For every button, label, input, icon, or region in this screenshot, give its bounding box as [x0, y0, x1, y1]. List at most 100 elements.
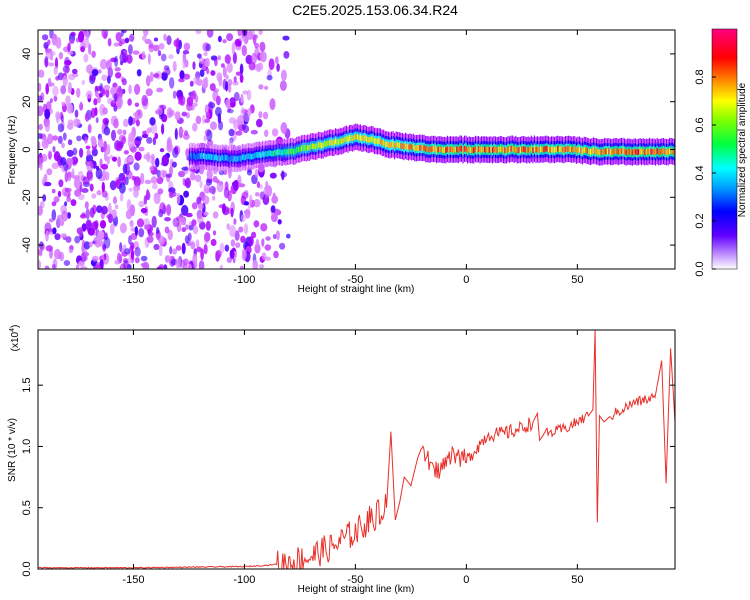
spectrogram-noise-cell — [258, 111, 263, 119]
snr-background — [38, 330, 675, 569]
spectrogram-noise-cell — [189, 80, 194, 87]
spectrogram-signal-cell — [513, 147, 515, 153]
spectrogram-noise-cell — [169, 77, 175, 89]
spectrogram-noise-cell — [260, 223, 268, 232]
spectrogram-noise-cell — [227, 78, 233, 86]
spectrogram-noise-cell — [94, 220, 99, 229]
spectrogram-noise-cell — [163, 264, 168, 269]
colorbar-tick-label: 0.8 — [694, 69, 706, 84]
spectrogram-noise-cell — [52, 227, 57, 235]
spectrogram-noise-cell — [103, 150, 108, 162]
snr-x-tick-label: -100 — [233, 574, 255, 586]
spectrogram-noise-cell — [256, 181, 260, 188]
spectrogram-noise-cell — [182, 133, 190, 140]
spectrogram-noise-cell — [255, 118, 263, 128]
spectrogram-signal-cell — [456, 146, 458, 153]
spectrogram-y-tick-label: 20 — [21, 96, 33, 108]
spectrogram-noise-cell — [261, 252, 267, 260]
spectrogram-noise-cell — [118, 134, 126, 142]
spectrogram-signal-cell — [530, 146, 532, 152]
spectrogram-noise-cell — [269, 98, 276, 111]
spectrogram-noise-cell — [120, 30, 124, 37]
spectrogram-signal-cell — [308, 144, 310, 151]
spectrogram-signal-cell — [261, 151, 264, 157]
spectrogram-signal-cell — [577, 146, 579, 153]
spectrogram-noise-cell — [133, 176, 141, 188]
spectrogram-noise-cell — [232, 81, 239, 86]
spectrogram-signal-cell — [265, 150, 267, 157]
spectrogram-noise-cell — [39, 163, 43, 171]
spectrogram-noise-cell — [143, 195, 148, 205]
spectrogram-noise-cell — [132, 50, 140, 55]
spectrogram-noise-cell — [38, 249, 43, 257]
spectrogram-noise-cell — [275, 56, 279, 65]
spectrogram-signal-cell — [532, 147, 534, 153]
spectrogram-noise-cell — [117, 156, 121, 168]
spectrogram-noise-cell — [155, 157, 160, 168]
spectrogram-noise-cell — [254, 222, 258, 228]
spectrogram-noise-cell — [203, 51, 208, 57]
spectrogram-noise-cell — [72, 175, 81, 180]
spectrogram-noise-cell — [49, 98, 53, 104]
spectrogram-noise-cell — [199, 180, 203, 189]
spectrogram-noise-cell — [240, 214, 246, 222]
spectrogram-signal-cell — [305, 145, 307, 152]
spectrogram-signal-cell — [672, 148, 674, 155]
snr-x-ticks: -150 -100 -50 0 50 — [122, 330, 583, 586]
spectrogram-signal-cell — [673, 149, 675, 155]
spectrogram-noise-cell — [225, 74, 229, 80]
spectrogram-signal-cell — [207, 153, 209, 160]
spectrogram-noise-cell — [51, 188, 56, 194]
spectrogram-noise-cell — [254, 168, 259, 178]
spectrogram-signal-cell — [339, 138, 341, 144]
spectrogram-noise-cell — [76, 87, 81, 98]
spectrogram-signal-cell — [349, 135, 351, 141]
spectrogram-signal-cell — [606, 148, 609, 155]
spectrogram-noise-cell — [219, 242, 225, 254]
spectrogram-noise-cell — [99, 158, 103, 169]
spectrogram-signal-cell — [498, 147, 500, 153]
spectrogram-noise-cell — [128, 84, 132, 95]
spectrogram-signal-cell — [592, 147, 595, 154]
spectrogram-signal-cell — [286, 148, 288, 155]
spectrogram-signal-cell — [362, 135, 365, 141]
spectrogram-signal-cell — [639, 148, 641, 154]
spectrogram-noise-cell — [62, 132, 67, 141]
spectrogram-noise-cell — [64, 60, 72, 66]
spectrogram-noise-cell — [88, 241, 93, 248]
spectrogram-noise-cell — [43, 173, 48, 182]
spectrogram-noise-cell — [239, 74, 244, 83]
spectrogram-noise-cell — [101, 181, 106, 193]
spectrogram-noise-cell — [199, 69, 205, 78]
spectrogram-signal-cell — [449, 146, 452, 152]
spectrogram-noise-cell — [269, 172, 277, 179]
spectrogram-noise-cell — [222, 206, 230, 216]
spectrogram-noise-cell — [181, 227, 187, 233]
spectrogram-noise-cell — [53, 95, 58, 102]
spectrogram-signal-cell — [408, 144, 410, 151]
spectrogram-noise-cell — [198, 57, 205, 64]
spectrogram-noise-cell — [235, 71, 242, 76]
spectrogram-signal-cell — [406, 144, 408, 150]
spectrogram-signal-cell — [446, 146, 448, 152]
spectrogram-noise-cell — [133, 188, 139, 198]
spectrogram-signal-cell — [467, 147, 469, 154]
spectrogram-noise-cell — [103, 140, 108, 153]
spectrogram-signal-cell — [331, 140, 334, 146]
spectrogram-noise-cell — [44, 181, 52, 187]
spectrogram-noise-cell — [242, 90, 249, 95]
spectrogram-noise-cell — [224, 181, 229, 191]
spectrogram-noise-cell — [130, 249, 135, 260]
spectrogram-noise-cell — [47, 133, 53, 145]
spectrogram-noise-cell — [215, 106, 222, 117]
spectrogram-signal-cell — [398, 142, 400, 149]
spectrogram-signal-cell — [608, 148, 610, 155]
spectrogram-noise-cell — [107, 213, 113, 224]
spectrogram-noise-cell — [197, 202, 204, 210]
spectrogram-noise-cell — [108, 202, 112, 215]
spectrogram-noise-cell — [46, 101, 52, 111]
spectrogram-noise-cell — [286, 233, 291, 239]
spectrogram-noise-cell — [235, 242, 241, 248]
spectrogram-noise-cell — [113, 196, 117, 205]
spectrogram-noise-cell — [252, 259, 259, 269]
